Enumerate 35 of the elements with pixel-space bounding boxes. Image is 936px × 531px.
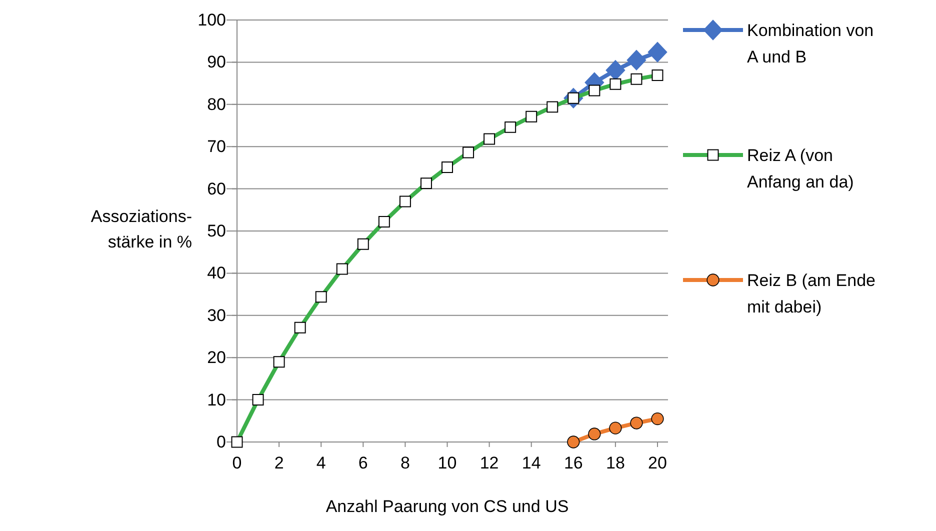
x-tick-label: 14 [522,454,541,473]
x-tick-label: 6 [358,454,368,473]
y-tick-label: 40 [207,264,226,283]
x-tick-label: 10 [438,454,457,473]
x-tick-label: 0 [232,454,242,473]
y-axis-title: Assoziations- stärke in % [90,207,192,252]
point [606,60,626,80]
legend-label: Kombination von A und B [747,21,874,66]
y-tick-label: 80 [207,94,226,114]
x-tick-label: 2 [274,454,284,473]
x-tick-label: 16 [564,454,583,473]
y-tick-label: 10 [207,390,226,410]
y-tick-label: 90 [207,52,226,72]
x-tick-label: 18 [606,454,625,473]
legend-label: Reiz A (von Anfang an da) [747,146,854,192]
y-tick-label: 60 [207,179,226,198]
point [588,428,601,440]
y-tick-label: 100 [198,10,226,30]
point [648,42,668,62]
point [626,50,646,70]
y-tick-label: 30 [207,306,226,325]
legend-label: Reiz B (am Ende mit dabei) [747,271,876,316]
x-tick-label: 12 [480,454,499,473]
point [630,416,643,430]
x-axis-title: Anzahl Paarung von CS und US [326,497,569,516]
x-tick-label: 8 [400,454,410,473]
y-tick-label: 50 [207,221,226,240]
x-tick-label: 20 [648,454,667,473]
y-tick-label: 20 [207,348,226,368]
y-tick-label: 70 [207,137,226,156]
x-tick-label: 4 [316,454,326,473]
point [567,436,580,448]
y-tick-label: 0 [216,432,226,452]
point [609,422,622,434]
point [651,412,664,426]
